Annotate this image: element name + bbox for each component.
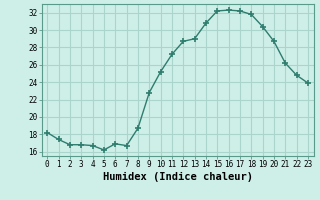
X-axis label: Humidex (Indice chaleur): Humidex (Indice chaleur) (103, 172, 252, 182)
